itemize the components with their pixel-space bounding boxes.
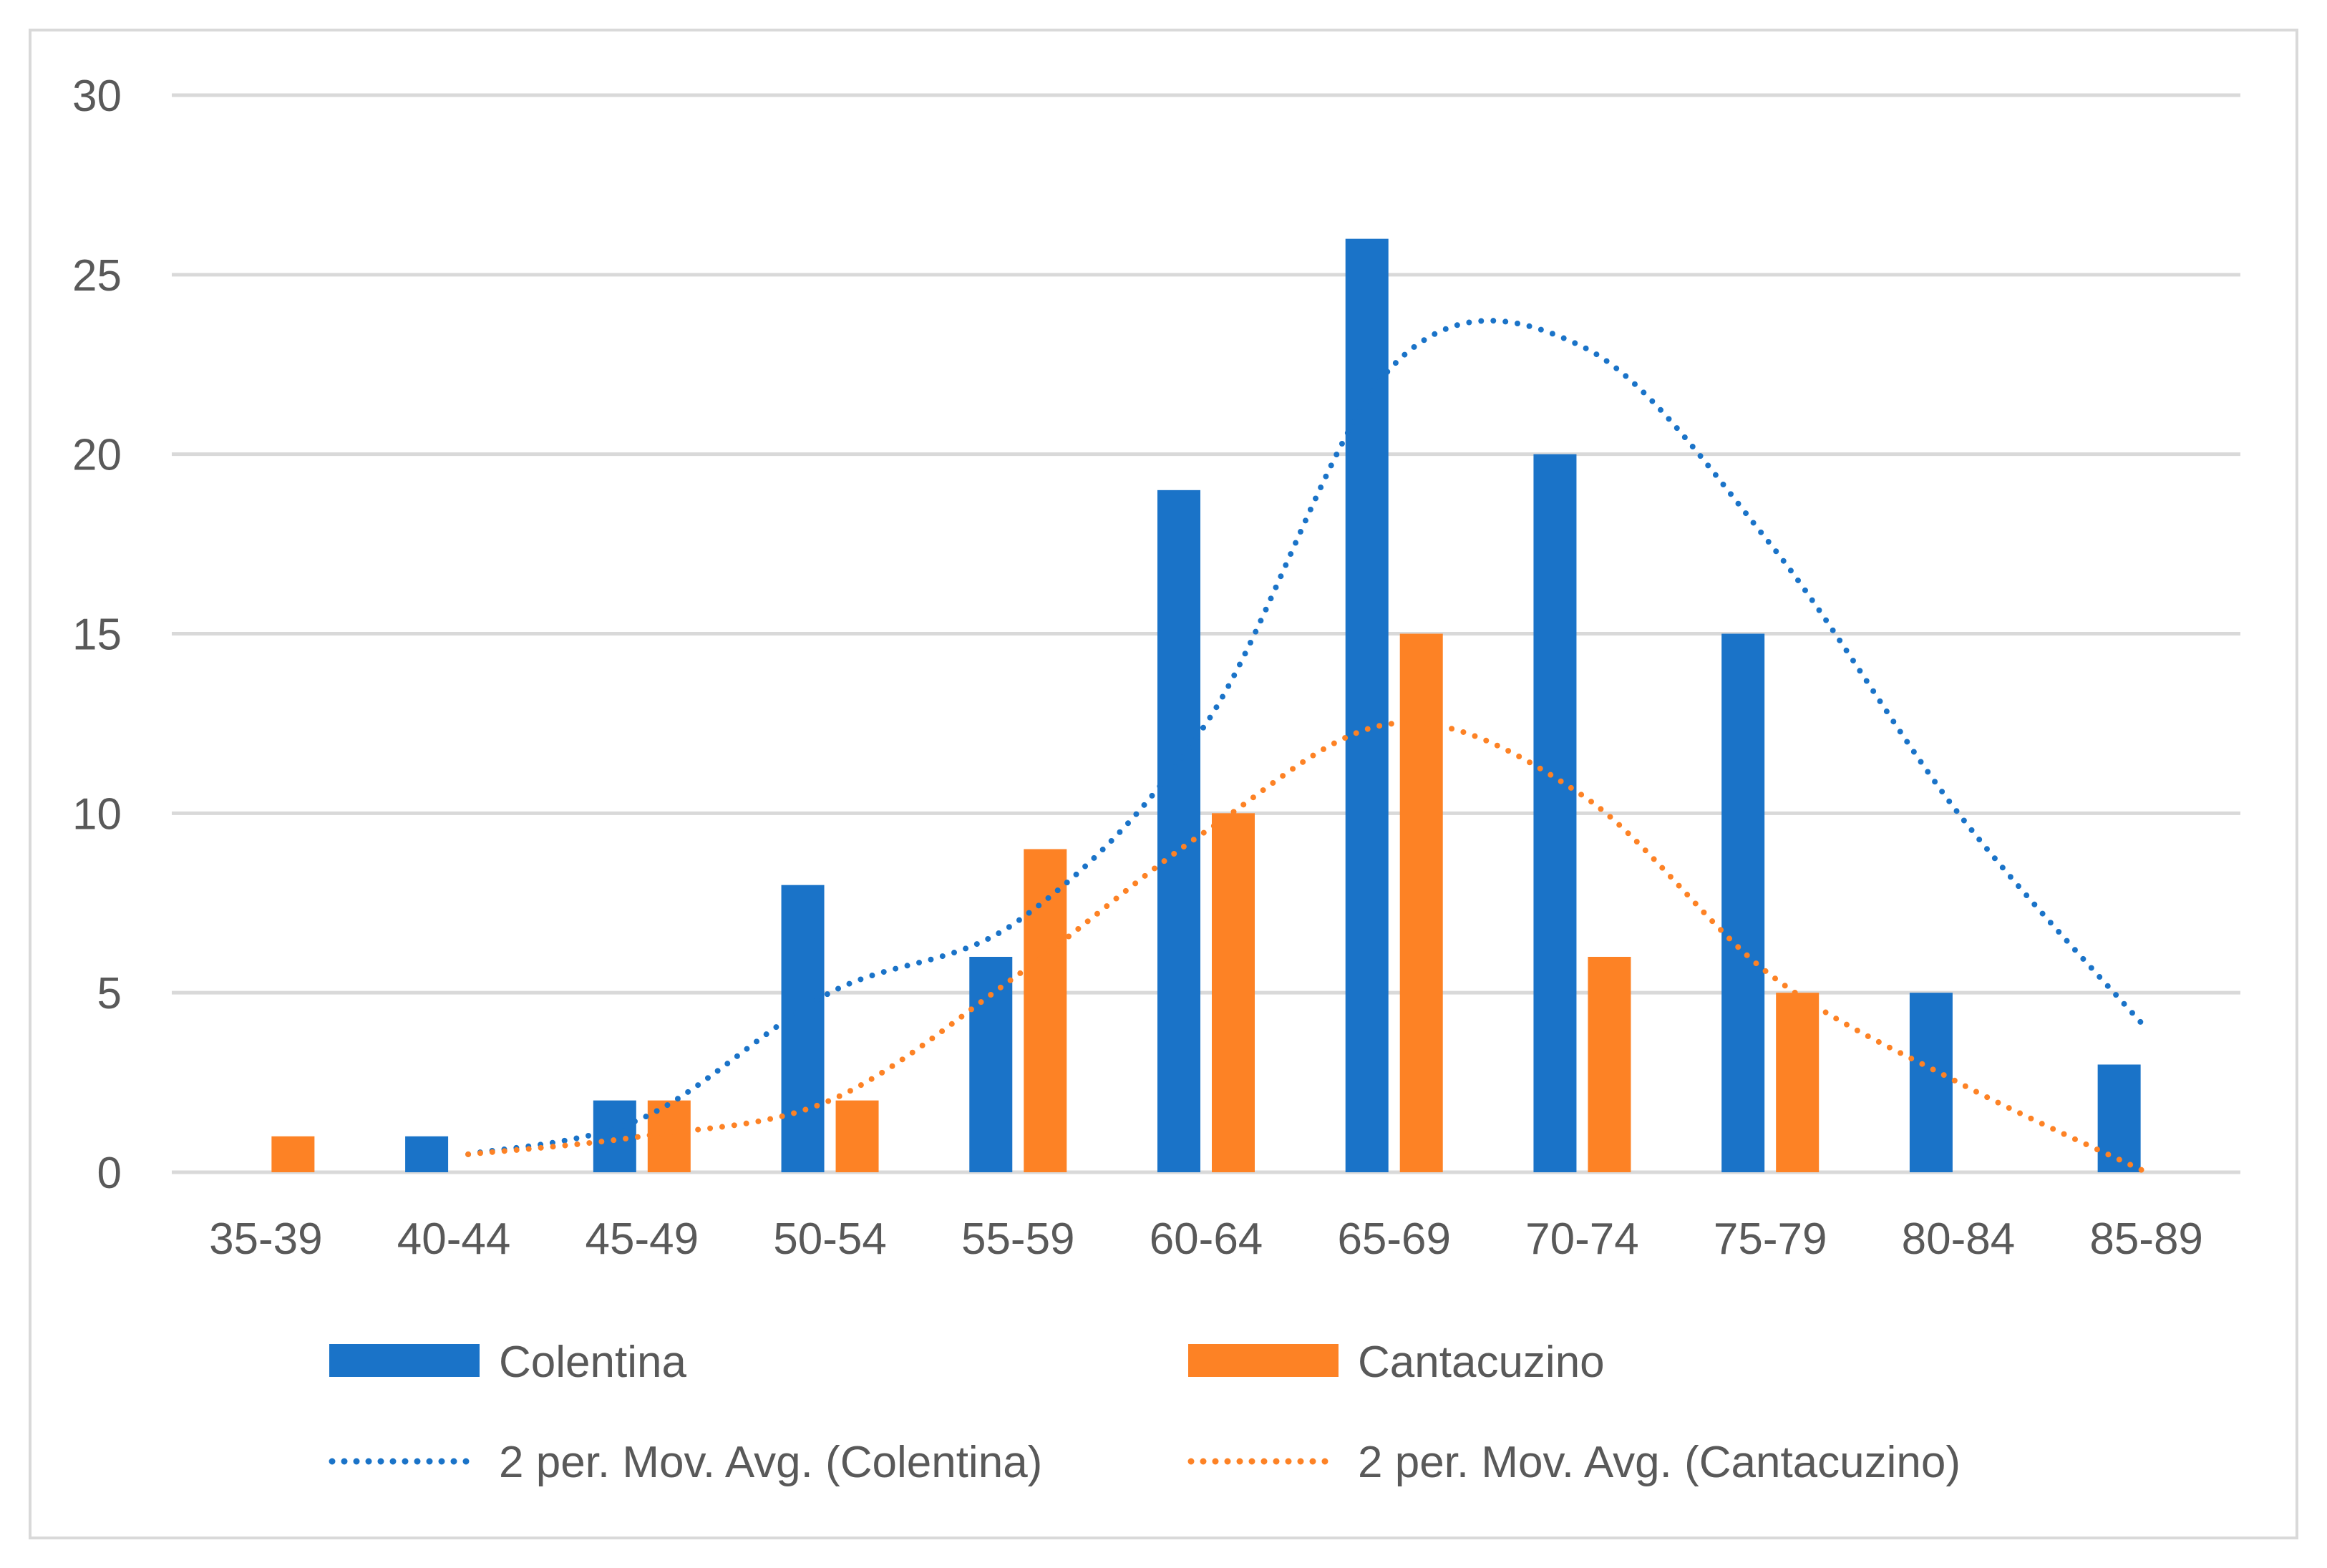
bar-colentina-50-54 — [781, 885, 825, 1172]
x-tick-label: 35-39 — [209, 1214, 323, 1264]
bar-cantacuzino-35-39 — [271, 1136, 315, 1172]
y-tick-label: 5 — [97, 969, 122, 1018]
legend: Colentina Cantacuzino 2 per. Mov. Avg. (Co… — [329, 1338, 1961, 1487]
bar-colentina-45-49 — [593, 1100, 636, 1172]
x-tick-label: 65-69 — [1337, 1214, 1451, 1264]
bar-cantacuzino-70-74 — [1588, 957, 1631, 1172]
x-tick-label: 70-74 — [1525, 1214, 1639, 1264]
legend-label: 2 per. Mov. Avg. (Colentina) — [499, 1438, 1042, 1487]
bar-cantacuzino-60-64 — [1212, 813, 1255, 1172]
y-tick-label: 15 — [72, 610, 122, 660]
bar-cantacuzino-50-54 — [835, 1100, 879, 1172]
legend-label: 2 per. Mov. Avg. (Cantacuzino) — [1358, 1438, 1961, 1487]
bar-colentina-55-59 — [969, 957, 1013, 1172]
legend-item-cantacuzino: Cantacuzino — [1188, 1338, 1605, 1387]
gridlines — [172, 93, 2240, 1174]
legend-swatch — [1188, 1344, 1339, 1377]
legend-swatch — [329, 1344, 480, 1377]
x-tick-label: 55-59 — [961, 1214, 1075, 1264]
x-tick-label: 45-49 — [586, 1214, 699, 1264]
y-tick-label: 20 — [72, 431, 122, 480]
bar-cantacuzino-55-59 — [1024, 849, 1067, 1172]
x-tick-label: 60-64 — [1150, 1214, 1263, 1264]
bar-colentina-75-79 — [1721, 633, 1765, 1172]
x-tick-label: 85-89 — [2089, 1214, 2203, 1264]
bar-colentina-80-84 — [1909, 993, 1953, 1172]
x-tick-label: 50-54 — [773, 1214, 887, 1264]
bar-colentina-70-74 — [1533, 454, 1577, 1172]
legend-item-mov-avg-colentina: 2 per. Mov. Avg. (Colentina) — [329, 1438, 1042, 1487]
trendlines — [465, 318, 2149, 1175]
trendline-colentina — [465, 318, 2149, 1157]
y-tick-label: 30 — [72, 72, 122, 121]
bar-colentina-40-44 — [405, 1136, 449, 1172]
y-tick-label: 10 — [72, 789, 122, 839]
trendline-cantacuzino — [465, 720, 2149, 1175]
legend-item-colentina: Colentina — [329, 1338, 686, 1387]
x-tick-label: 40-44 — [397, 1214, 511, 1264]
bar-cantacuzino-75-79 — [1776, 993, 1820, 1172]
y-axis-ticks: 0 5 10 15 20 25 30 — [72, 72, 122, 1198]
legend-item-mov-avg-cantacuzino: 2 per. Mov. Avg. (Cantacuzino) — [1187, 1438, 1961, 1487]
bar-colentina-85-89 — [2097, 1064, 2141, 1172]
bar-colentina-65-69 — [1345, 238, 1389, 1173]
legend-label: Cantacuzino — [1358, 1338, 1605, 1387]
y-tick-label: 25 — [72, 251, 122, 301]
x-tick-label: 75-79 — [1714, 1214, 1827, 1264]
bar-cantacuzino-65-69 — [1399, 633, 1443, 1172]
legend-label: Colentina — [499, 1338, 686, 1387]
bar-colentina-60-64 — [1157, 490, 1200, 1172]
x-axis-ticks: 35-39 40-44 45-49 50-54 55-59 60-64 65-69 70-74… — [209, 1214, 2203, 1264]
y-tick-label: 0 — [97, 1149, 122, 1198]
bars — [271, 238, 2141, 1173]
x-tick-label: 80-84 — [1902, 1214, 2016, 1264]
